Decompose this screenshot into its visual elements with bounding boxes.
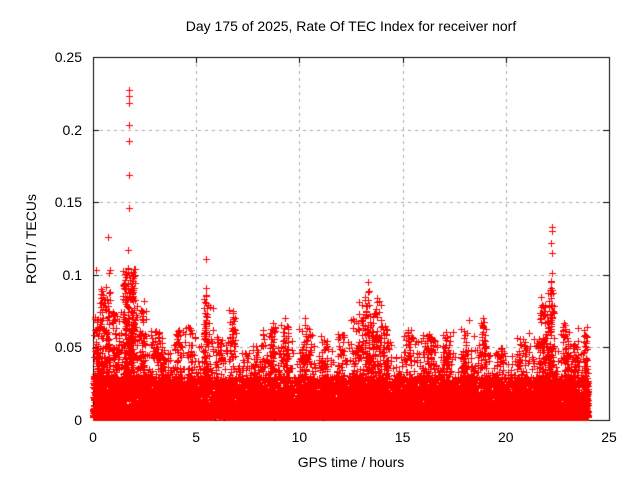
y-tick-label: 0.1 [62,266,82,283]
x-tick-label: 25 [601,429,617,445]
chart-title: Day 175 of 2025, Rate Of TEC Index for r… [185,18,517,34]
y-tick-label: 0.2 [62,121,82,138]
y-tick-label: 0.25 [54,49,82,65]
y-axis-label: ROTI / TECUs [23,194,39,284]
x-tick-label: 5 [192,429,201,445]
y-tick-label: 0.05 [54,339,82,356]
x-tick-label: 15 [394,429,411,445]
x-axis-label: GPS time / hours [297,454,405,470]
y-tick-label: 0 [74,412,82,428]
x-tick-label: 0 [89,429,97,445]
x-tick-label: 20 [498,429,514,445]
x-tick-label: 10 [291,429,308,445]
y-tick-label: 0.15 [54,194,82,211]
